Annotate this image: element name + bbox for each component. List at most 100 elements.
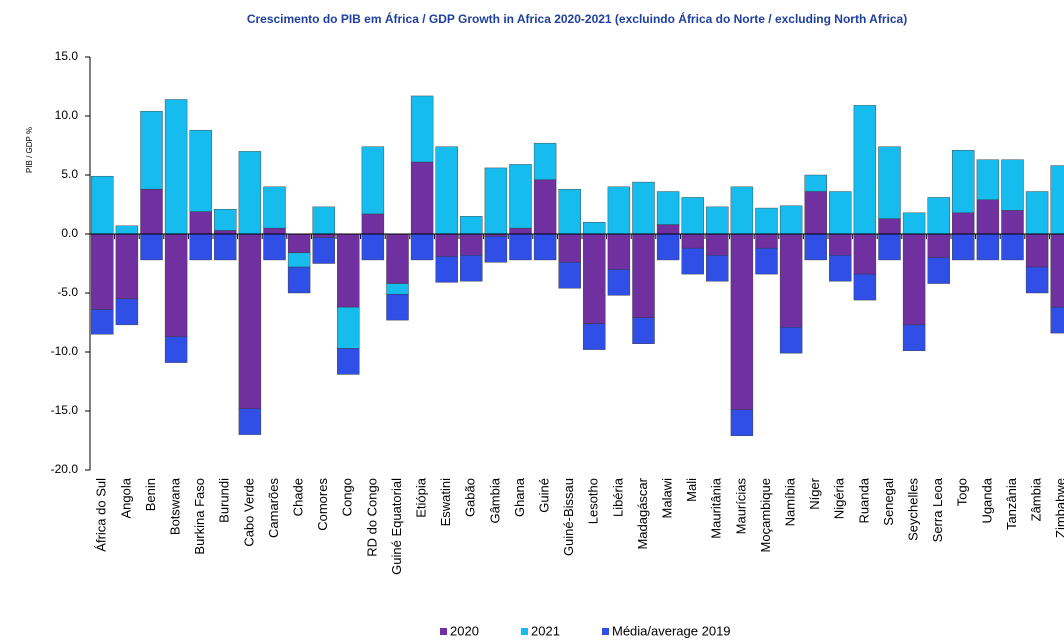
legend-label: 2020 [450, 623, 479, 638]
y-tick-label: -20.0 [51, 462, 79, 476]
bar-segment [804, 174, 827, 192]
x-tick-label: Nigéria [832, 477, 847, 519]
bar-segment [484, 167, 508, 235]
x-tick-label: Benin [143, 478, 158, 511]
bar-segment [435, 146, 458, 235]
bar-segment [902, 233, 926, 326]
x-tick-label: Moçambique [758, 478, 773, 552]
x-tick-label: Eswatini [438, 478, 453, 527]
bar-segment [337, 306, 360, 349]
bar-segment [952, 150, 975, 213]
bar-segment [558, 188, 581, 235]
bar-segment [533, 142, 557, 180]
legend-swatch [521, 628, 528, 635]
x-tick-label: Malawi [660, 478, 675, 519]
bar-segment [853, 105, 877, 235]
bar-segment [1025, 191, 1049, 235]
legend-label: Média/average 2019 [612, 623, 731, 638]
bar-segment [632, 317, 655, 344]
bar-segment [656, 224, 680, 235]
bar-segment [386, 293, 409, 321]
x-tick-label: Ghana [512, 477, 527, 517]
bar-segment [656, 233, 680, 261]
x-tick-label: Camarões [266, 478, 281, 538]
bar-segment [632, 233, 655, 318]
bar-segment [656, 191, 680, 225]
bar-segment [164, 336, 188, 363]
bar-segment [533, 179, 557, 235]
bar-segment [263, 233, 286, 261]
bar-segment [902, 324, 926, 352]
x-tick-label: Senegal [881, 478, 896, 526]
bar-segment [976, 233, 1000, 261]
bar-segment [140, 188, 163, 235]
bar-segment [853, 233, 877, 275]
bar-segment [755, 207, 778, 235]
bar-segment [927, 233, 950, 258]
bar-segment [706, 206, 729, 235]
bar-segment [755, 233, 778, 249]
x-tick-label: Mauritânia [709, 477, 724, 538]
bar-segment [706, 255, 729, 282]
bar-segment [263, 186, 286, 229]
x-tick-label: Guiné Equatorial [389, 478, 404, 575]
bar-segment [337, 348, 360, 375]
bar-segment [287, 252, 311, 268]
x-tick-label: Cabo Verde [241, 478, 256, 547]
bar-segment [509, 227, 532, 235]
y-tick-label: -10.0 [51, 344, 79, 358]
bar-segment [829, 191, 852, 235]
bar-segment [115, 233, 139, 300]
bar-segment [263, 227, 286, 235]
bar-segment [435, 233, 458, 257]
bar-segment [484, 236, 508, 263]
x-tick-label: Ruanda [856, 477, 871, 523]
bar-segment [1050, 306, 1064, 334]
bar-segment [927, 197, 950, 235]
bar-segment [164, 99, 188, 235]
bar-segment [1050, 233, 1064, 308]
bar-segment [460, 216, 483, 235]
x-tick-label: RD do Congo [364, 478, 379, 557]
bar-segment [730, 186, 754, 235]
bar-segment [238, 408, 262, 435]
bar-segment [361, 146, 385, 215]
x-tick-label: Comores [315, 478, 330, 531]
legend-swatch [440, 628, 447, 635]
bar-segment [681, 233, 704, 249]
bar-segment [878, 218, 901, 235]
bar-segment [632, 181, 655, 235]
bar-segment [952, 212, 975, 235]
bar-segment [115, 225, 139, 235]
x-tick-label: Burkina Faso [192, 478, 207, 555]
bar-segment [337, 233, 360, 308]
bar-segment [214, 233, 237, 261]
bar-segment [681, 197, 704, 235]
bar-segment [730, 409, 754, 436]
bar-segment [140, 111, 163, 190]
bar-segment [312, 237, 335, 264]
x-tick-label: Níger [807, 477, 822, 509]
bar-segment [829, 233, 852, 256]
bar-segment [287, 233, 311, 254]
bar-segment [509, 164, 532, 229]
bar-segment [755, 247, 778, 275]
bar-segment [779, 233, 803, 328]
bar-segment [558, 262, 581, 289]
bar-segment [976, 199, 1000, 235]
bar-segment [287, 266, 311, 294]
bar-segment [779, 327, 803, 354]
bar-segment [1025, 233, 1049, 268]
bar-segment [1001, 210, 1024, 235]
x-tick-label: Maurícias [733, 478, 748, 535]
bar-segment [214, 209, 237, 231]
bar-segment [730, 233, 754, 411]
bar-segment [583, 323, 606, 350]
bar-segment [189, 233, 212, 261]
x-tick-label: Zimbabwe [1053, 478, 1064, 538]
bar-segment [706, 233, 729, 256]
bar-segment [804, 191, 827, 235]
x-tick-label: Togo [955, 478, 970, 506]
y-axis-label: PIB / GDP % [25, 127, 34, 173]
